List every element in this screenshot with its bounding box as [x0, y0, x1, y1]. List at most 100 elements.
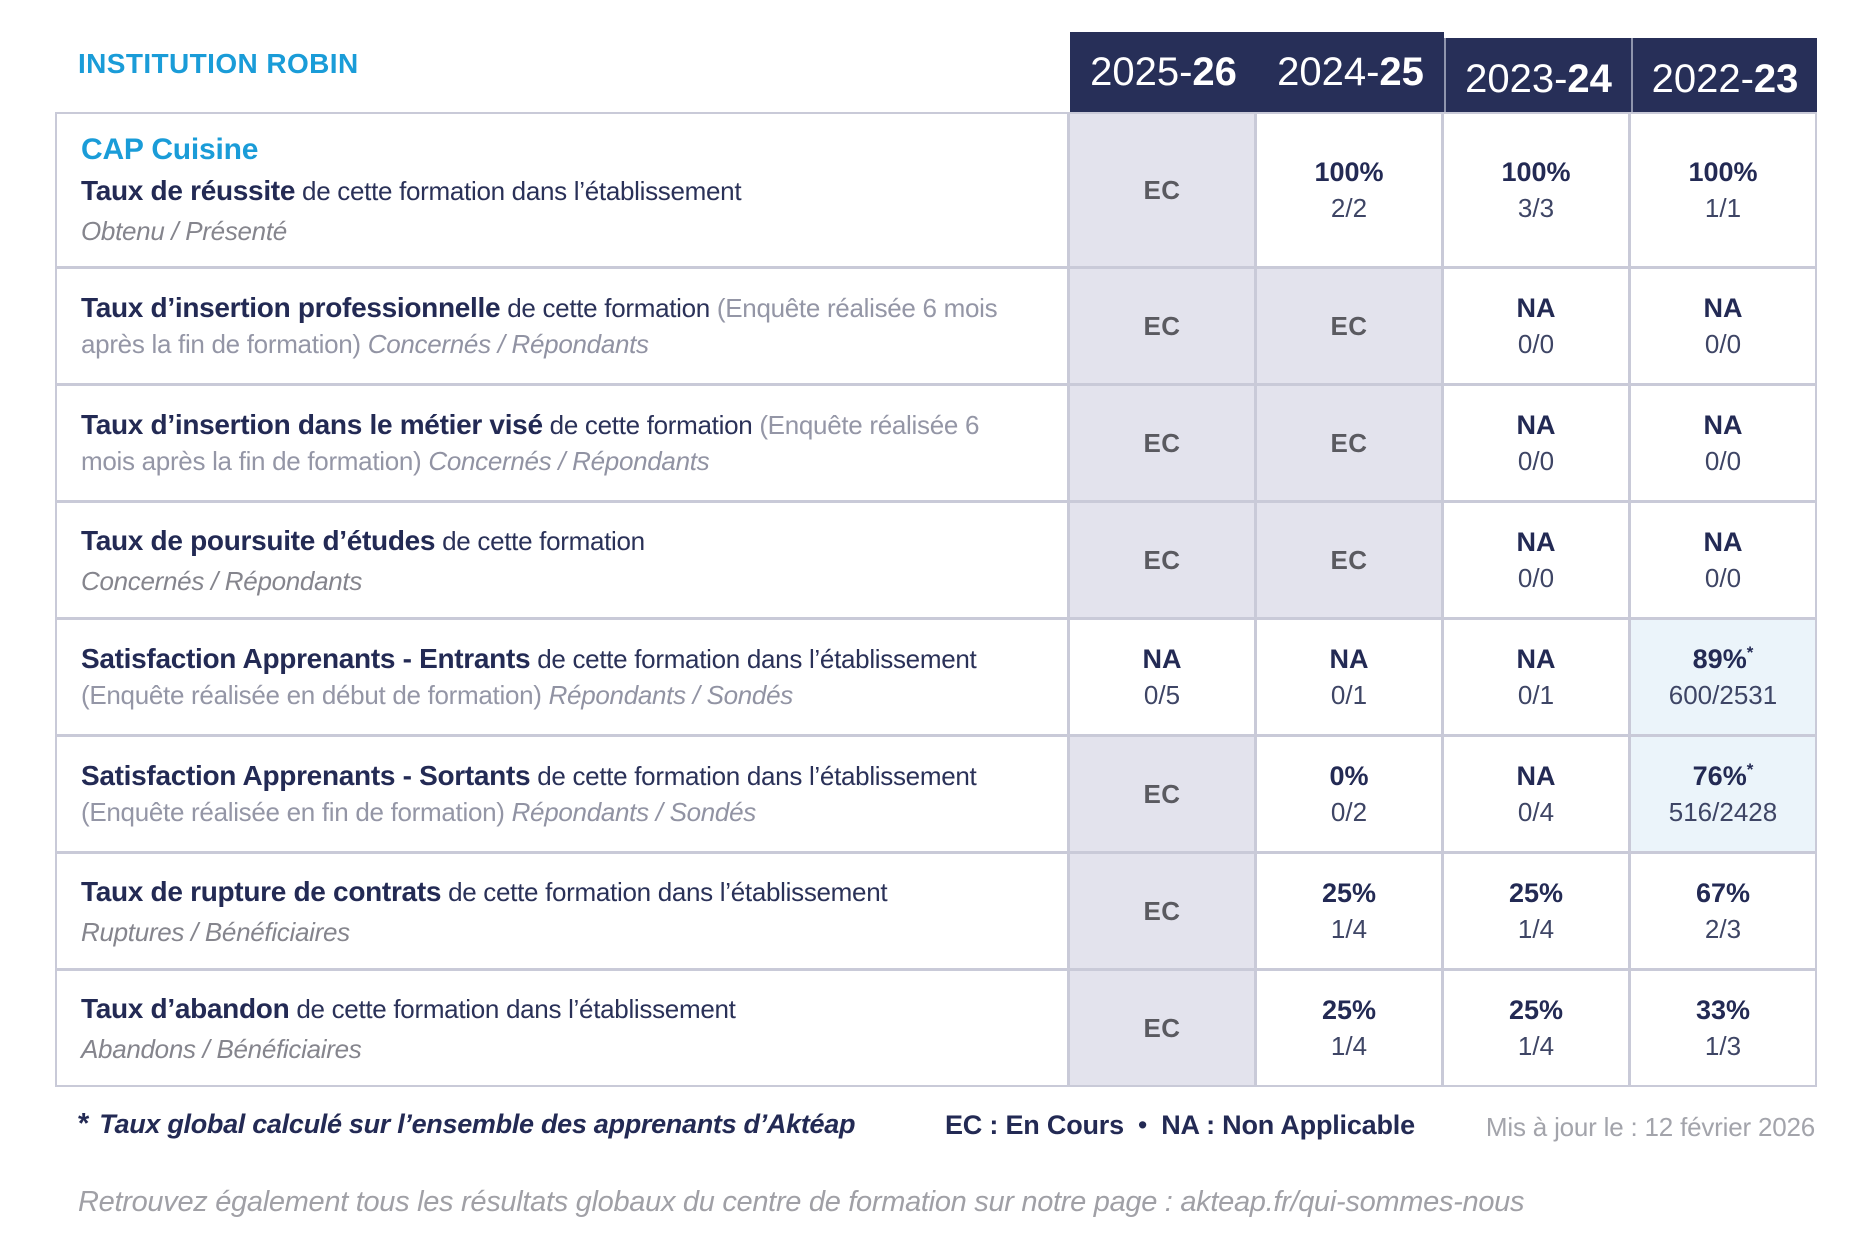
value-main: 89%*: [1692, 642, 1754, 674]
metric-note: (Enquête réalisée en fin de formation): [81, 797, 505, 828]
metric-label-cell: Satisfaction Apprenants - Entrants de ce…: [57, 620, 1067, 734]
year-header-2025-26: 2025- 26: [1070, 32, 1257, 112]
metric-ratio-caption: Concernés / Répondants: [367, 329, 649, 360]
metric-label-text: Taux d’insertion professionnelle de cett…: [81, 290, 1021, 361]
value-main: 76%*: [1692, 759, 1754, 791]
value-cell: 25% 1/4: [1257, 854, 1441, 968]
metric-note: (Enquête réalisée 6 mois après la fin de…: [81, 410, 980, 477]
footnote-global-rate: * Taux global calculé sur l’ensemble des …: [78, 1108, 856, 1140]
year-prefix: 2025-: [1090, 49, 1193, 94]
value-fraction: 0/4: [1517, 797, 1555, 828]
value-cell: 89%* 600/2531: [1631, 620, 1815, 734]
year-header-2023-24: 2023- 24: [1444, 38, 1631, 120]
metric-label-cell: Satisfaction Apprenants - Sortants de ce…: [57, 737, 1067, 851]
metric-name: Taux d’insertion professionnelle: [81, 292, 501, 324]
value-fraction: 0/0: [1517, 563, 1555, 594]
metric-label-text: Satisfaction Apprenants - Sortants de ce…: [81, 758, 1021, 829]
year-prefix: 2022-: [1651, 56, 1754, 101]
value-main: 25%: [1321, 877, 1377, 908]
value-main: EC: [1143, 310, 1181, 341]
value-cell: 76%* 516/2428: [1631, 737, 1815, 851]
value-main: NA: [1516, 409, 1556, 440]
metric-ratio-caption: Ruptures / Bénéficiaires: [81, 917, 350, 948]
value-main: 67%: [1695, 877, 1751, 908]
value-main: 100%: [1501, 156, 1571, 187]
metric-name: Taux d’insertion dans le métier visé: [81, 409, 543, 441]
value-main: EC: [1143, 778, 1181, 809]
year-prefix: 2024-: [1277, 49, 1380, 94]
value-fraction: 516/2428: [1668, 797, 1778, 828]
value-fraction: 0/2: [1330, 797, 1368, 828]
metric-scope: de cette formation dans l’établissement: [537, 761, 977, 792]
metric-name: Taux de réussite: [81, 174, 296, 206]
metric-label-cell: Taux de poursuite d’études de cette form…: [57, 503, 1067, 617]
value-cell: 33% 1/3: [1631, 971, 1815, 1085]
value-fraction: 0/1: [1517, 680, 1555, 711]
value-cell: 25% 1/4: [1257, 971, 1441, 1085]
metric-label-cell: Taux d’abandon de cette formation dans l…: [57, 971, 1067, 1085]
program-title: CAP Cuisine: [81, 132, 259, 166]
value-cell: EC: [1070, 269, 1254, 383]
value-main: 25%: [1508, 877, 1564, 908]
metric-label-cell: Taux de rupture de contrats de cette for…: [57, 854, 1067, 968]
legend: EC : En Cours • NA : Non Applicable: [945, 1110, 1415, 1141]
value-cell: 67% 2/3: [1631, 854, 1815, 968]
value-cell: NA 0/1: [1444, 620, 1628, 734]
value-main: 100%: [1688, 156, 1758, 187]
value-main: EC: [1143, 544, 1181, 575]
value-cell: EC: [1070, 854, 1254, 968]
metric-scope: de cette formation dans l’établissement: [302, 175, 742, 206]
metric-label-text: Taux d’insertion dans le métier visé de …: [81, 407, 1021, 478]
metric-scope: de cette formation dans l’établissement: [448, 876, 888, 907]
metric-scope: de cette formation: [549, 410, 753, 441]
value-fraction: 600/2531: [1668, 680, 1778, 711]
value-main: NA: [1516, 760, 1556, 791]
year-header-2022-23: 2022- 23: [1631, 38, 1817, 120]
value-fraction: 1/3: [1704, 1031, 1742, 1062]
year-bold: 23: [1753, 56, 1799, 101]
metric-scope: de cette formation: [442, 525, 645, 556]
value-cell: 25% 1/4: [1444, 971, 1628, 1085]
metric-label-text: Taux de réussite de cette formation dans…: [81, 173, 1021, 210]
metric-note: (Enquête réalisée en début de formation): [81, 680, 542, 711]
value-cell: EC: [1257, 503, 1441, 617]
value-main: 100%: [1314, 156, 1384, 187]
value-cell: NA 0/0: [1444, 386, 1628, 500]
value-fraction: 1/1: [1704, 193, 1742, 224]
metric-name: Satisfaction Apprenants - Entrants: [81, 643, 531, 675]
legend-bullet: •: [1137, 1110, 1148, 1140]
value-fraction: 2/3: [1704, 914, 1742, 945]
value-fraction: 1/4: [1517, 1031, 1555, 1062]
value-fraction: 0/0: [1704, 329, 1742, 360]
metric-scope: de cette formation: [507, 293, 710, 324]
value-fraction: 0/0: [1517, 446, 1555, 477]
last-updated: Mis à jour le : 12 février 2026: [1485, 1112, 1815, 1142]
value-main: 33%: [1695, 994, 1751, 1025]
global-rate-asterisk: *: [1746, 642, 1754, 662]
year-header-2024-25: 2024- 25: [1257, 32, 1444, 112]
value-main: EC: [1143, 174, 1181, 205]
year-bold: 25: [1379, 49, 1424, 94]
year-bold: 24: [1567, 56, 1612, 101]
value-main: EC: [1330, 427, 1368, 458]
metric-name: Taux de poursuite d’études: [81, 524, 436, 556]
value-main: 0%: [1329, 760, 1369, 791]
value-main: 25%: [1321, 994, 1377, 1025]
value-cell: NA 0/0: [1444, 503, 1628, 617]
metric-label-text: Satisfaction Apprenants - Entrants de ce…: [81, 641, 1021, 712]
metric-note: (Enquête réalisée 6 mois après la fin de…: [81, 293, 998, 360]
value-main: NA: [1516, 292, 1556, 323]
metric-name: Satisfaction Apprenants - Sortants: [81, 760, 531, 792]
metric-label-cell: Taux d’insertion professionnelle de cett…: [57, 269, 1067, 383]
legend-na: NA : Non Applicable: [1161, 1110, 1415, 1140]
value-cell: EC: [1070, 737, 1254, 851]
value-main: NA: [1516, 526, 1556, 557]
value-main: NA: [1142, 643, 1182, 674]
value-main: NA: [1329, 643, 1369, 674]
value-main: NA: [1703, 526, 1743, 557]
value-main: NA: [1516, 643, 1556, 674]
metric-label-text: Taux de poursuite d’études de cette form…: [81, 523, 1021, 560]
value-fraction: 0/1: [1330, 680, 1368, 711]
value-main: EC: [1143, 427, 1181, 458]
metric-label-cell: CAP Cuisine Taux de réussite de cette fo…: [57, 114, 1067, 266]
